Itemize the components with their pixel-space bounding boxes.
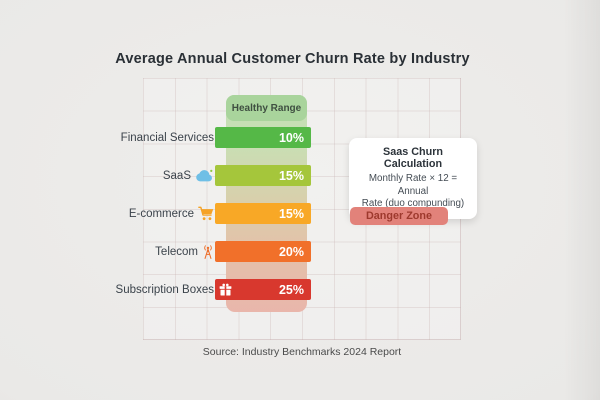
category-text: Financial Services <box>120 131 214 144</box>
gift-icon <box>219 283 232 296</box>
bar-telecom: 20% <box>215 241 311 262</box>
category-label-ecommerce: E-commerce <box>60 203 214 224</box>
chart-title: Average Annual Customer Churn Rate by In… <box>115 51 470 67</box>
healthy-range-label: Healthy Range <box>231 102 302 114</box>
bar-value: 15% <box>278 168 304 183</box>
bar-value: 10% <box>278 130 304 145</box>
category-label-subscription-boxes: Subscription Boxes <box>60 279 214 300</box>
bar-value: 20% <box>278 244 304 259</box>
tower-icon <box>202 243 214 260</box>
cloud-icon <box>195 169 214 182</box>
bar-value: 25% <box>278 282 304 297</box>
category-label-financial-services: Financial Services <box>60 127 214 148</box>
healthy-range-badge: Healthy Range <box>226 95 307 121</box>
saas-churn-callout: Saas Churn Calculation Monthly Rate × 12… <box>349 138 477 220</box>
callout-body-line1: Monthly Rate × 12 = Annual <box>368 173 458 197</box>
category-label-telecom: Telecom <box>60 241 214 262</box>
category-text: Subscription Boxes <box>115 283 214 296</box>
callout-body: Monthly Rate × 12 = Annual Rate (duo com… <box>354 173 472 211</box>
cart-icon <box>198 206 214 221</box>
danger-zone-badge: Danger Zone <box>350 207 448 225</box>
bar-financial-services: 10% <box>215 127 311 148</box>
category-label-saas: SaaS <box>60 165 214 186</box>
bar-ecommerce: 15% <box>215 203 311 224</box>
bar-value: 15% <box>278 206 304 221</box>
category-text: Telecom <box>155 245 198 258</box>
danger-zone-label: Danger Zone <box>366 210 432 222</box>
category-text: E-commerce <box>128 207 194 220</box>
source-note: Source: Industry Benchmarks 2024 Report <box>202 346 402 358</box>
callout-body-line2: Rate (duo compunding) <box>361 198 465 210</box>
callout-title: Saas Churn Calculation <box>383 146 443 170</box>
bar-subscription-boxes: 25% <box>215 279 311 300</box>
bar-saas: 15% <box>215 165 311 186</box>
category-text: SaaS <box>162 169 191 182</box>
